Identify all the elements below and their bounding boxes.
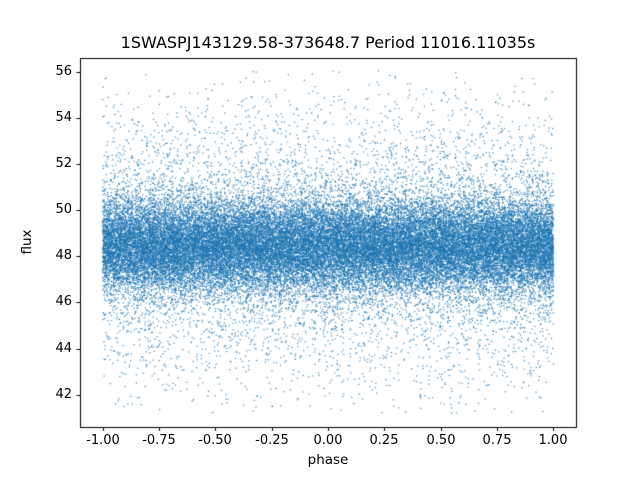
x-tick-label: -1.00 [86, 433, 120, 448]
x-tick-label: 0.25 [369, 433, 399, 448]
x-tick-label: -0.25 [255, 433, 289, 448]
x-tick-label: 0.50 [426, 433, 456, 448]
x-tick-label: -0.75 [142, 433, 176, 448]
y-tick-label: 42 [55, 387, 72, 402]
x-tick-label: 1.00 [538, 433, 568, 448]
y-tick-label: 46 [55, 294, 72, 309]
y-tick-label: 50 [55, 202, 72, 217]
y-tick-label: 52 [55, 156, 72, 171]
y-tick-label: 48 [55, 248, 72, 263]
y-tick-label: 56 [55, 64, 72, 79]
y-tick-label: 54 [55, 110, 72, 125]
x-tick-label: -0.50 [198, 433, 232, 448]
x-axis-label: phase [307, 452, 349, 468]
x-tick-label: 0.00 [313, 433, 343, 448]
y-tick-label: 44 [55, 341, 72, 356]
x-tick-label: 0.75 [482, 433, 512, 448]
chart-title: 1SWASPJ143129.58-373648.7 Period 11016.1… [120, 33, 536, 52]
